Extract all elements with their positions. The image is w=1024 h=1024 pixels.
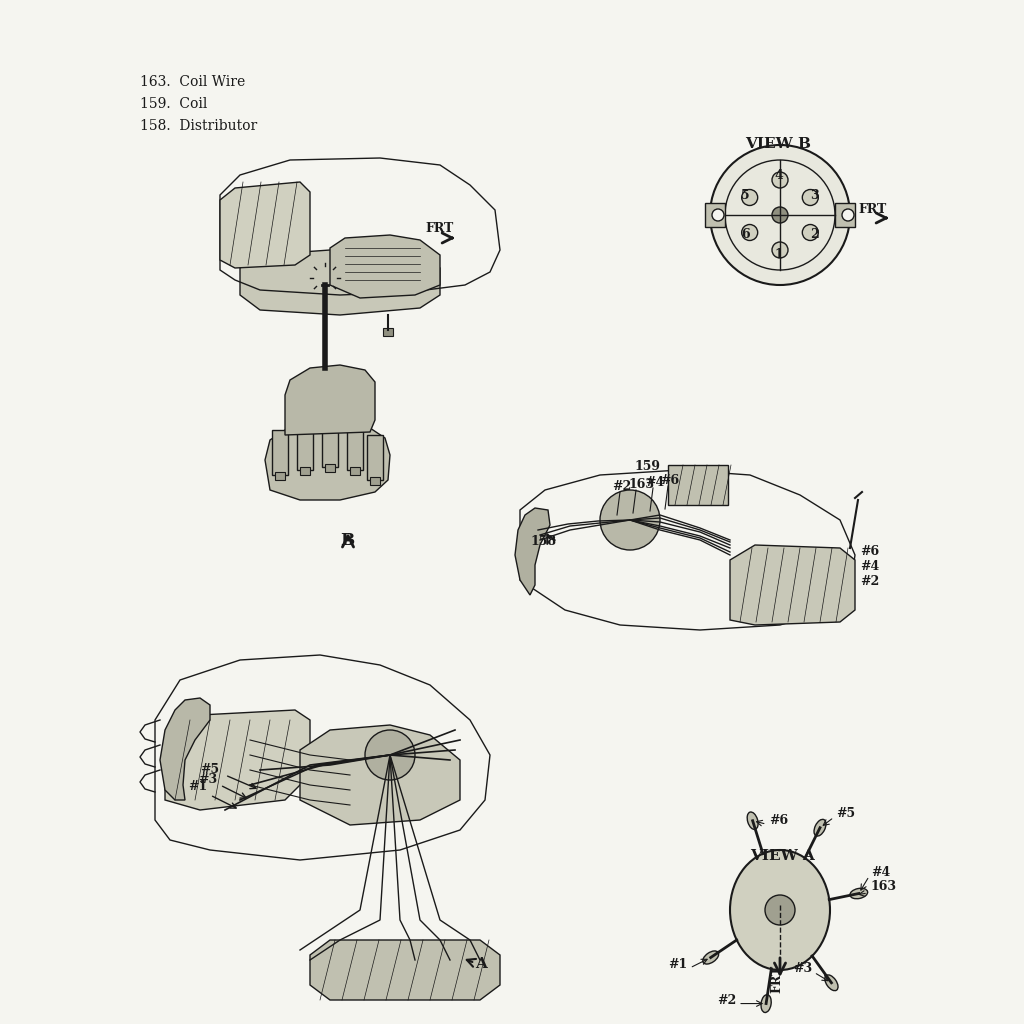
Polygon shape <box>220 182 310 268</box>
Text: FRT: FRT <box>858 203 886 216</box>
Circle shape <box>772 172 788 188</box>
Text: FRT: FRT <box>425 222 454 234</box>
Circle shape <box>712 209 724 221</box>
Polygon shape <box>160 698 210 800</box>
Circle shape <box>741 189 758 206</box>
Circle shape <box>765 895 795 925</box>
Text: 159.  Coil: 159. Coil <box>140 97 208 111</box>
Bar <box>297 425 313 470</box>
Text: A: A <box>475 957 486 971</box>
Text: 163: 163 <box>870 880 896 893</box>
Bar <box>370 477 380 485</box>
Text: #6: #6 <box>660 474 679 487</box>
Bar <box>300 467 310 475</box>
Polygon shape <box>285 365 375 435</box>
Text: VIEW B: VIEW B <box>745 137 811 151</box>
Text: 3: 3 <box>811 188 819 202</box>
Text: 159: 159 <box>635 460 662 473</box>
Bar <box>668 465 728 505</box>
Text: 6: 6 <box>741 228 750 242</box>
Polygon shape <box>330 234 440 298</box>
Circle shape <box>842 209 854 221</box>
Bar <box>272 430 288 475</box>
Polygon shape <box>240 250 440 315</box>
Polygon shape <box>300 725 460 825</box>
Text: #1: #1 <box>669 958 688 971</box>
Bar <box>383 328 393 336</box>
Ellipse shape <box>702 951 719 964</box>
Text: 4: 4 <box>774 169 783 182</box>
Text: 1: 1 <box>774 248 783 261</box>
Circle shape <box>600 490 660 550</box>
Text: #4: #4 <box>871 866 891 879</box>
Circle shape <box>710 145 850 285</box>
Text: FRT: FRT <box>770 965 783 993</box>
Text: B: B <box>340 532 354 549</box>
Text: #6: #6 <box>860 545 880 558</box>
Text: 158.  Distributor: 158. Distributor <box>140 119 257 133</box>
Text: #4: #4 <box>860 560 880 573</box>
Circle shape <box>772 207 788 223</box>
Text: #2: #2 <box>717 993 736 1007</box>
Bar <box>322 422 338 467</box>
Ellipse shape <box>761 994 771 1013</box>
Ellipse shape <box>748 812 758 829</box>
Text: 163.  Coil Wire: 163. Coil Wire <box>140 75 246 89</box>
Text: 2: 2 <box>810 228 819 242</box>
Ellipse shape <box>850 888 867 899</box>
Circle shape <box>365 730 415 780</box>
Ellipse shape <box>730 850 830 970</box>
Polygon shape <box>730 545 855 625</box>
Text: #3: #3 <box>793 963 812 975</box>
Text: #5: #5 <box>836 807 855 820</box>
Circle shape <box>803 189 818 206</box>
Text: #2: #2 <box>612 480 631 493</box>
Text: 163: 163 <box>628 478 654 490</box>
Circle shape <box>310 263 340 293</box>
Bar <box>367 435 383 480</box>
Polygon shape <box>265 425 390 500</box>
Text: VIEW A: VIEW A <box>750 849 815 863</box>
Circle shape <box>772 242 788 258</box>
Bar <box>275 472 285 480</box>
Text: 158: 158 <box>530 535 556 548</box>
Text: #2: #2 <box>860 575 880 588</box>
Text: #5: #5 <box>200 763 219 776</box>
Text: #6: #6 <box>769 814 787 827</box>
Polygon shape <box>310 940 500 1000</box>
Bar <box>347 425 362 470</box>
Circle shape <box>803 224 818 241</box>
Bar <box>705 203 725 227</box>
Ellipse shape <box>824 975 838 990</box>
Text: 5: 5 <box>741 188 750 202</box>
Text: #4: #4 <box>645 476 665 489</box>
Text: #1: #1 <box>188 780 207 793</box>
Bar <box>835 203 855 227</box>
Ellipse shape <box>814 819 826 837</box>
Text: #3: #3 <box>198 773 217 786</box>
Bar <box>350 467 360 475</box>
Polygon shape <box>165 710 310 810</box>
Bar <box>325 464 335 472</box>
Polygon shape <box>515 508 550 595</box>
Circle shape <box>741 224 758 241</box>
